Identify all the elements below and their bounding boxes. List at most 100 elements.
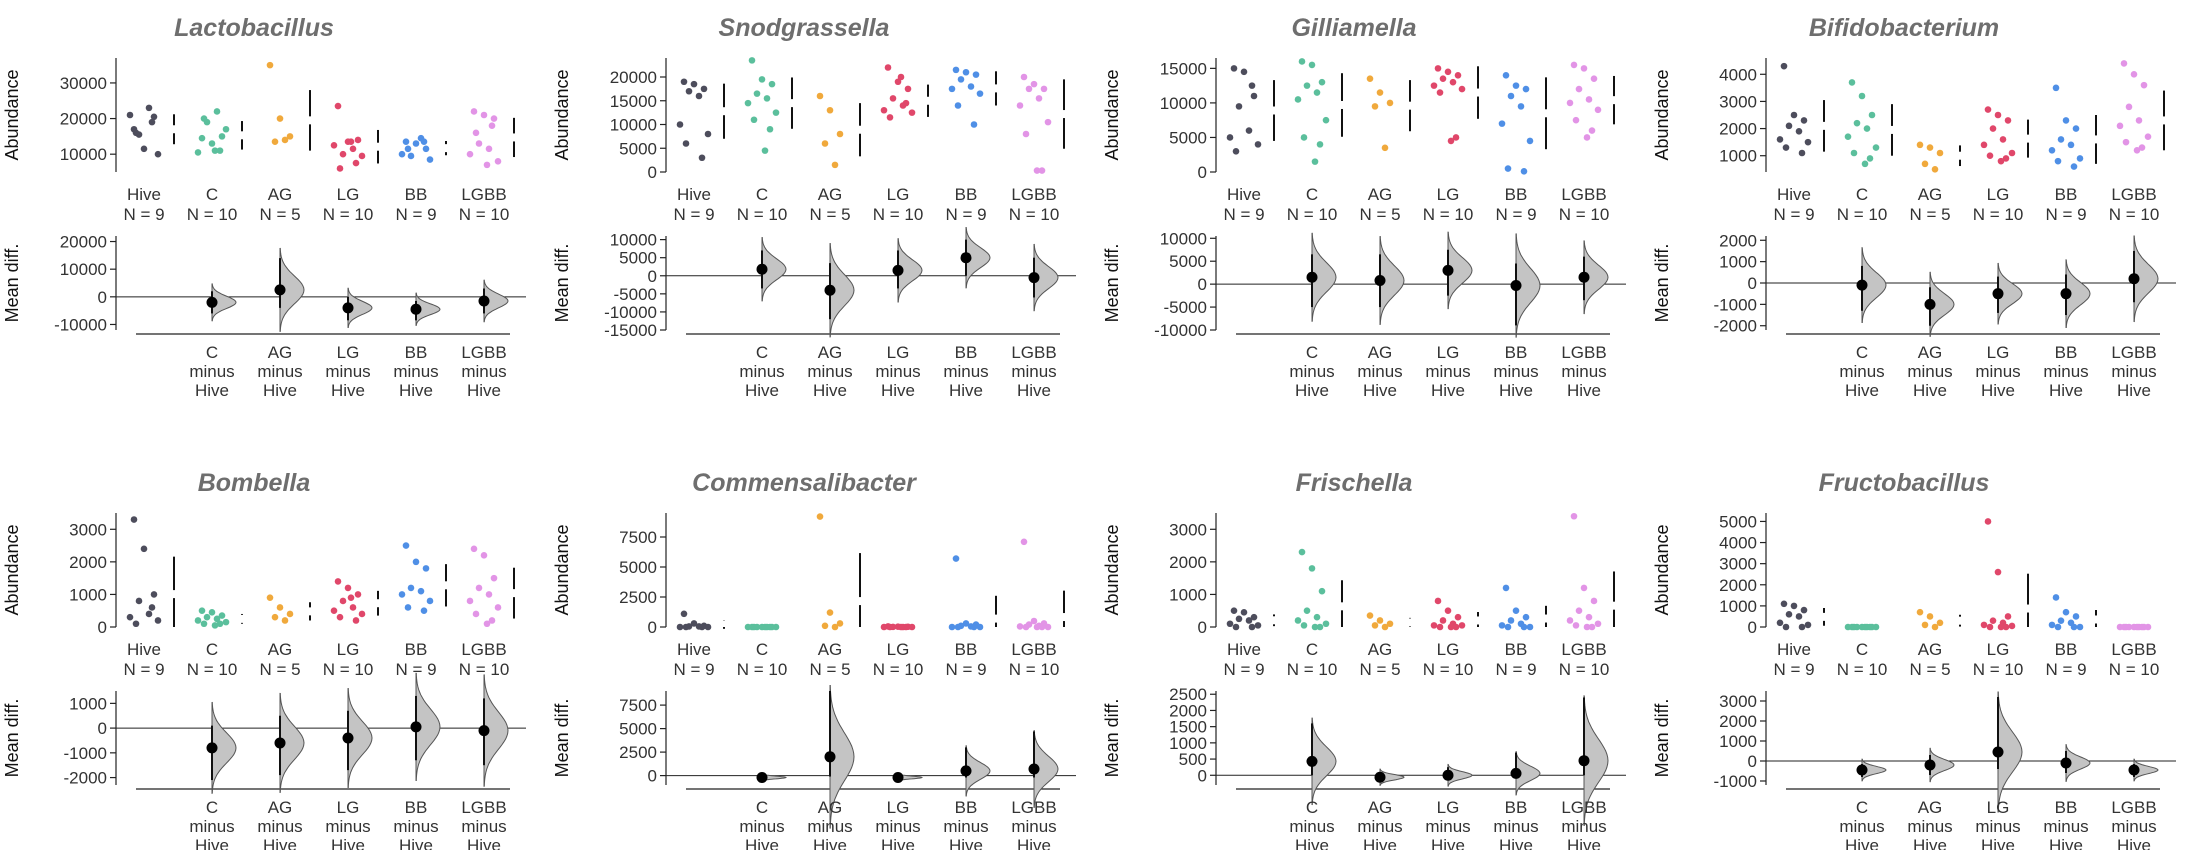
data-point: [336, 165, 344, 172]
mean-difference-point: [1442, 769, 1454, 781]
comparison-label: Hive: [1845, 381, 1879, 400]
data-point: [1254, 622, 1262, 629]
comparison-label: Hive: [813, 381, 847, 400]
data-point: [1858, 92, 1866, 100]
group-label: BB: [405, 185, 428, 204]
data-point: [1452, 134, 1460, 141]
mean-difference-point: [1924, 759, 1936, 771]
data-point: [884, 64, 892, 71]
group-label: C: [1856, 185, 1868, 204]
data-point: [2002, 623, 2010, 631]
data-point: [897, 73, 905, 81]
group-label: BB: [955, 640, 978, 659]
y-tick-label: 2000: [1719, 576, 1757, 595]
group-label: AG: [818, 185, 843, 204]
chart-panel: SnodgrassellaAbundance050001000015000200…: [552, 14, 1076, 400]
data-point: [358, 610, 366, 618]
group-label: LGBB: [1011, 640, 1056, 659]
data-point: [897, 623, 905, 631]
data-point: [1588, 623, 1596, 631]
data-point: [889, 95, 897, 102]
bootstrap-distribution: [1929, 747, 1955, 783]
data-point: [750, 623, 758, 631]
data-point: [132, 129, 140, 137]
comparison-label: Hive: [1499, 836, 1533, 850]
data-point: [1313, 89, 1321, 96]
bootstrap-distribution: [965, 745, 991, 797]
data-point: [1040, 85, 1048, 93]
data-point: [213, 108, 221, 115]
group-c: CN = 10: [1837, 79, 1893, 224]
comparison-label: minus: [1975, 362, 2020, 381]
y-tick-label: 3000: [1719, 92, 1757, 111]
data-point: [698, 154, 706, 162]
comparison-label: AG: [1918, 343, 1943, 362]
mean-difference-point: [2060, 288, 2072, 300]
group-n-label: N = 5: [259, 660, 300, 679]
data-point: [330, 607, 338, 615]
data-point: [1795, 613, 1803, 620]
group-label: LG: [337, 185, 360, 204]
group-label: LG: [1437, 640, 1460, 659]
diff-y-tick-label: 5000: [619, 720, 657, 739]
comparison-label: Hive: [881, 836, 915, 850]
bootstrap-distribution: [2133, 235, 2159, 323]
group-n-label: N = 9: [945, 660, 986, 679]
comparison-label: minus: [1975, 817, 2020, 836]
group-n-label: N = 10: [187, 205, 238, 224]
data-point: [1850, 623, 1858, 631]
data-point: [426, 597, 434, 605]
diff-y-tick-label: 0: [648, 767, 657, 786]
data-point: [1434, 65, 1442, 72]
mean-difference-point: [2128, 764, 2140, 776]
bootstrap-distribution: [1515, 233, 1541, 338]
data-point: [816, 92, 824, 100]
data-point: [826, 609, 834, 616]
comparison-label: LGBB: [2111, 798, 2156, 817]
diff-y-axis-label: Mean diff.: [552, 244, 572, 323]
data-point: [2116, 623, 2124, 631]
comparison-label: Hive: [1017, 381, 1051, 400]
group-lg: LGN = 10: [1973, 518, 2029, 679]
data-point: [680, 610, 688, 618]
comparison-label: Hive: [331, 836, 365, 850]
group-bb: BBN = 9: [2045, 594, 2097, 679]
group-n-label: N = 5: [1359, 660, 1400, 679]
data-point: [957, 76, 965, 83]
data-point: [211, 622, 219, 629]
comparison-label: Hive: [1363, 836, 1397, 850]
diff-y-tick-label: -10000: [1154, 321, 1207, 340]
y-axis-label: Abundance: [552, 69, 572, 160]
group-n-label: N = 5: [809, 660, 850, 679]
data-point: [744, 99, 752, 107]
bootstrap-distribution: [483, 279, 509, 323]
group-n-label: N = 9: [673, 205, 714, 224]
group-n-label: N = 10: [323, 205, 374, 224]
data-point: [2057, 617, 2065, 624]
group-label: LG: [337, 640, 360, 659]
data-point: [347, 138, 355, 146]
data-point: [1452, 623, 1460, 631]
bootstrap-distribution: [829, 684, 855, 829]
comparison-label: minus: [189, 362, 234, 381]
data-point: [676, 121, 684, 128]
data-point: [826, 106, 834, 114]
data-point: [772, 109, 780, 116]
data-point: [1240, 609, 1248, 616]
data-point: [2140, 81, 2148, 89]
comparison-label: AG: [268, 798, 293, 817]
comparison-label: LGBB: [2111, 343, 2156, 362]
group-lg: LGN = 10: [1423, 65, 1479, 224]
data-point: [1785, 611, 1793, 618]
group-n-label: N = 10: [1973, 205, 2024, 224]
data-point: [1504, 165, 1512, 172]
data-point: [339, 597, 347, 605]
group-ag: AGN = 5: [259, 61, 311, 224]
